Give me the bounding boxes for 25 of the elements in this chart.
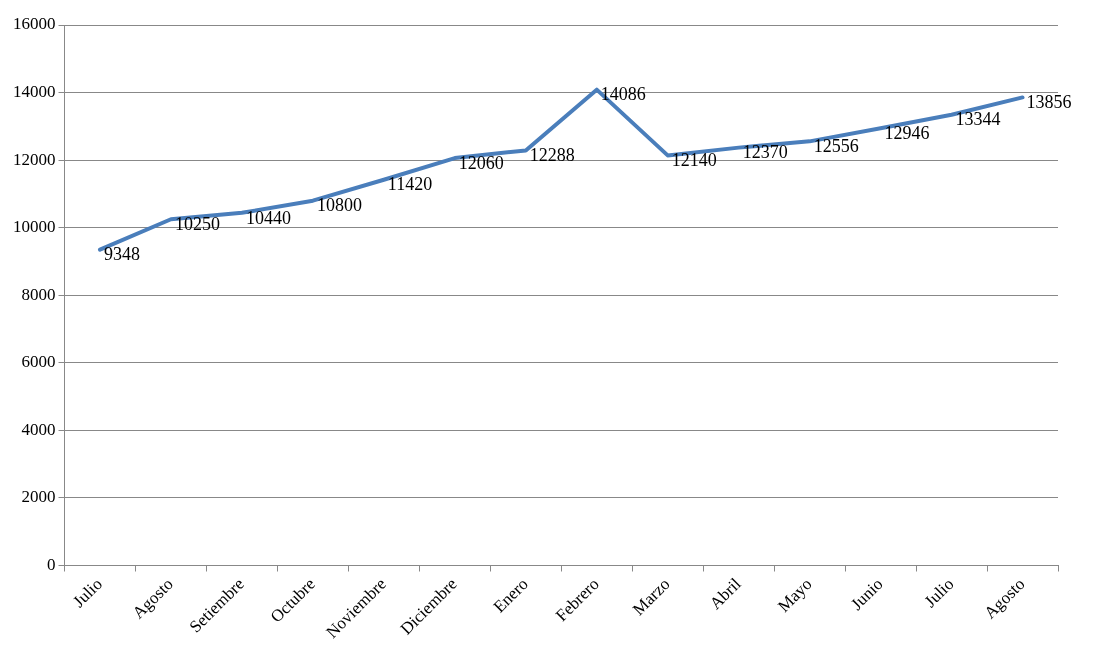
data-label: 10440 [245, 207, 291, 228]
y-tick-label: 10000 [13, 217, 56, 237]
data-label: 12140 [671, 150, 717, 171]
data-label: 13856 [1026, 92, 1072, 113]
y-tick-label: 4000 [21, 419, 56, 439]
y-tick-label: 8000 [21, 284, 56, 304]
y-tick-label: 0 [47, 554, 56, 574]
data-label: 10250 [174, 213, 220, 234]
y-tick-label: 16000 [13, 14, 56, 34]
x-tick-label: Julio [920, 574, 958, 612]
data-label: 12556 [813, 136, 859, 157]
y-tick-label: 2000 [21, 487, 56, 507]
data-label: 9348 [103, 244, 140, 265]
data-label: 12288 [529, 145, 575, 166]
y-tick-label: 6000 [21, 352, 56, 372]
data-label: 13344 [955, 109, 1001, 130]
y-tick-label: 14000 [13, 82, 56, 102]
data-label: 12946 [884, 122, 930, 143]
data-label: 12370 [742, 142, 788, 163]
data-label: 12060 [458, 152, 504, 173]
data-label: 14086 [600, 84, 646, 105]
data-label: 10800 [316, 195, 362, 216]
y-tick-label: 12000 [13, 149, 56, 169]
x-tick-label: Julio [69, 574, 106, 612]
data-label: 11420 [387, 174, 433, 195]
